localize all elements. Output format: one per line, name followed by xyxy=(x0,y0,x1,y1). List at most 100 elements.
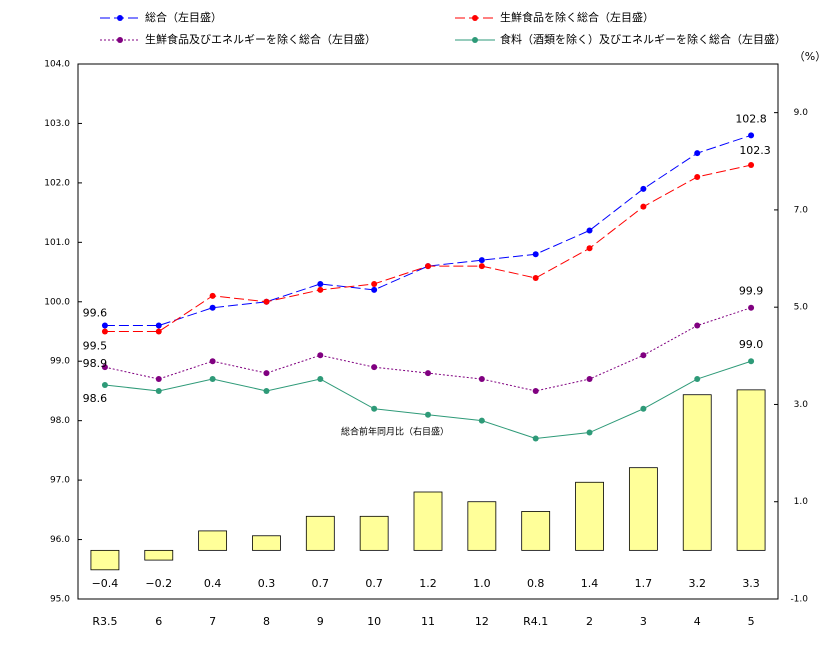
point xyxy=(640,203,647,210)
data-label: 99.0 xyxy=(739,338,764,351)
x-tick-label: 6 xyxy=(155,615,162,628)
bar-value-label: 0.3 xyxy=(258,577,276,590)
x-tick-label: R4.1 xyxy=(523,615,548,628)
bar-value-label: −0.2 xyxy=(145,577,172,590)
bar-value-label: 0.7 xyxy=(312,577,330,590)
point xyxy=(694,322,701,329)
bar xyxy=(467,501,497,551)
x-tick-label: 3 xyxy=(640,615,647,628)
bar xyxy=(359,515,389,551)
x-tick-label: 10 xyxy=(367,615,381,628)
point xyxy=(209,358,216,365)
bar-value-label: 1.0 xyxy=(473,577,491,590)
bar-value-label: 3.3 xyxy=(742,577,760,590)
point xyxy=(478,257,485,264)
x-tick-label: R3.5 xyxy=(92,615,117,628)
data-label: 102.3 xyxy=(739,144,771,157)
point xyxy=(478,263,485,270)
point xyxy=(640,352,647,359)
y-tick-label: 95.0 xyxy=(50,595,70,605)
series-line xyxy=(104,164,752,332)
legend-label: 食料（酒類を除く）及びエネルギーを除く総合（左目盛） xyxy=(500,32,786,46)
bar xyxy=(90,549,120,571)
y-tick-label: 100.0 xyxy=(44,297,70,307)
point xyxy=(532,275,539,281)
data-label: 99.5 xyxy=(83,340,108,353)
point xyxy=(532,387,539,394)
point xyxy=(101,328,108,335)
x-tick-label: 12 xyxy=(475,615,489,628)
point xyxy=(317,376,324,383)
bar-value-label: 0.4 xyxy=(204,577,222,590)
annotation: 総合前年同月比（右目盛） xyxy=(341,426,449,438)
x-tick-label: 4 xyxy=(694,615,701,628)
x-tick-label: 2 xyxy=(586,615,593,628)
bar xyxy=(198,530,228,551)
point xyxy=(371,364,378,371)
point xyxy=(532,251,539,258)
point xyxy=(317,352,324,359)
bar xyxy=(628,467,658,551)
point xyxy=(586,376,593,383)
point xyxy=(101,364,108,371)
y-tick-label: 96.0 xyxy=(50,535,70,545)
bar-value-label: 1.4 xyxy=(581,577,599,590)
x-tick-label: 9 xyxy=(317,615,324,628)
y-tick-label: 101.0 xyxy=(44,238,70,248)
data-label: 99.9 xyxy=(739,285,764,298)
y2-tick-label: 1.0 xyxy=(794,497,809,507)
point xyxy=(694,376,701,383)
point xyxy=(586,429,593,436)
y2-axis-label: （%） xyxy=(794,50,826,63)
bar xyxy=(252,535,281,551)
point xyxy=(317,280,324,287)
point xyxy=(209,376,216,383)
bar-value-label: 3.2 xyxy=(688,577,706,590)
y-tick-label: 104.0 xyxy=(44,60,70,70)
legend-marker xyxy=(117,15,123,21)
series-line xyxy=(104,307,752,392)
point xyxy=(155,322,162,329)
y2-tick-label: 5.0 xyxy=(794,303,809,313)
point xyxy=(155,376,162,383)
point xyxy=(155,328,162,335)
y2-tick-label: -1.0 xyxy=(790,595,808,605)
point xyxy=(101,322,108,329)
data-label: 98.9 xyxy=(83,357,108,370)
point xyxy=(748,162,755,169)
point xyxy=(155,387,162,394)
point xyxy=(478,376,485,383)
bar-value-label: −0.4 xyxy=(92,577,119,590)
point xyxy=(371,405,378,412)
x-tick-label: 8 xyxy=(263,615,270,628)
bar xyxy=(144,549,174,561)
data-label: 98.6 xyxy=(83,392,108,405)
y-tick-label: 97.0 xyxy=(50,476,70,486)
bar xyxy=(305,515,335,551)
point xyxy=(748,132,755,139)
x-tick-label: 5 xyxy=(748,615,755,628)
point xyxy=(425,411,431,418)
bar xyxy=(682,394,712,551)
legend-marker xyxy=(472,15,478,21)
point xyxy=(694,150,701,157)
legend-label: 生鮮食品を除く総合（左目盛） xyxy=(500,10,654,24)
y2-tick-label: 9.0 xyxy=(794,108,809,118)
legend-label: 総合（左目盛） xyxy=(145,10,222,24)
data-label: 102.8 xyxy=(735,112,767,125)
bar xyxy=(413,491,443,551)
y-tick-label: 102.0 xyxy=(44,178,70,188)
point xyxy=(263,387,270,394)
point xyxy=(101,382,108,388)
point xyxy=(371,286,378,293)
point xyxy=(640,185,647,192)
point xyxy=(425,370,431,377)
point xyxy=(209,304,216,311)
point xyxy=(694,173,701,180)
bar xyxy=(521,511,551,551)
point xyxy=(371,280,378,287)
y-tick-label: 98.0 xyxy=(50,416,70,426)
legend-label: 生鮮食品及びエネルギーを除く総合（左目盛） xyxy=(145,32,376,46)
y2-tick-label: 7.0 xyxy=(794,205,809,215)
